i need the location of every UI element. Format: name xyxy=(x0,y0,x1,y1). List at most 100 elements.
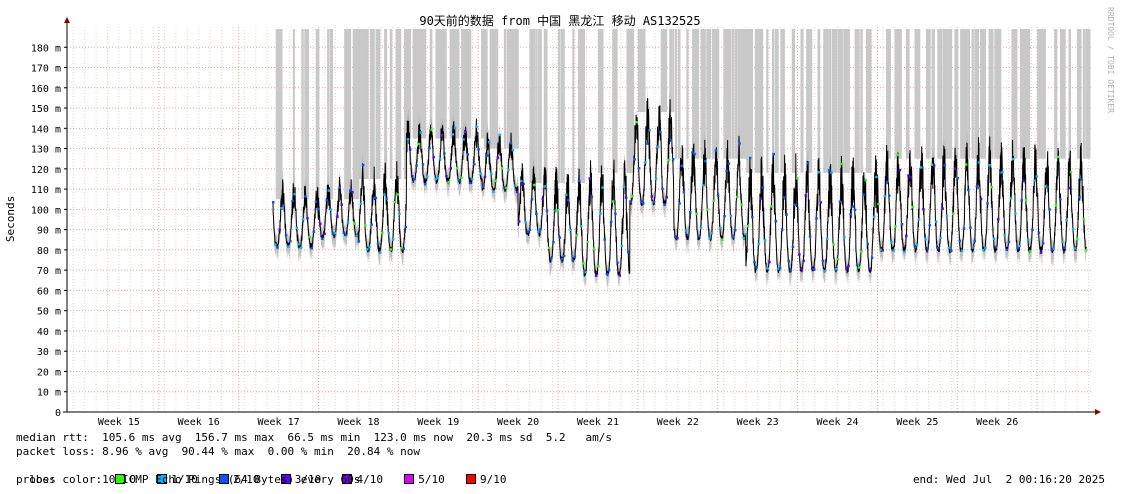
loss-marker xyxy=(738,142,741,145)
loss-marker xyxy=(325,198,328,202)
loss-marker xyxy=(535,212,538,215)
loss-marker xyxy=(751,215,754,219)
loss-color-item: 5/10 xyxy=(391,473,445,486)
loss-band xyxy=(905,29,910,159)
loss-band xyxy=(714,29,720,159)
loss-band xyxy=(463,29,469,139)
loss-marker xyxy=(994,245,998,249)
loss-band xyxy=(1054,29,1058,159)
loss-color-swatch xyxy=(115,474,126,484)
loss-marker xyxy=(1009,197,1013,200)
loss-marker xyxy=(857,266,861,269)
loss-band xyxy=(412,29,417,139)
loss-marker xyxy=(605,272,609,276)
loss-marker xyxy=(768,260,771,264)
loss-marker xyxy=(759,197,763,200)
loss-marker xyxy=(402,247,405,250)
loss-marker xyxy=(721,238,724,241)
loss-marker xyxy=(1067,186,1071,190)
loss-marker xyxy=(319,222,322,225)
loss-marker xyxy=(763,239,767,242)
loss-band xyxy=(384,29,388,179)
loss-marker xyxy=(860,250,863,253)
loss-band xyxy=(626,29,631,173)
loss-marker xyxy=(597,265,600,268)
loss-marker xyxy=(569,228,572,232)
loss-band xyxy=(712,29,716,159)
loss-marker xyxy=(776,267,780,271)
loss-marker xyxy=(650,195,654,198)
loss-marker xyxy=(731,235,735,239)
loss-color-label: 1/10 xyxy=(171,473,198,486)
loss-band xyxy=(637,29,642,113)
loss-marker xyxy=(832,243,835,246)
loss-band xyxy=(831,29,836,173)
loss-marker xyxy=(466,153,470,156)
loss-marker xyxy=(778,267,782,270)
loss-marker xyxy=(652,201,656,204)
loss-marker xyxy=(894,225,897,228)
loss-marker xyxy=(676,237,679,240)
loss-marker xyxy=(541,197,544,201)
loss-marker xyxy=(1050,248,1053,252)
loss-marker xyxy=(1084,249,1088,252)
loss-marker xyxy=(1026,238,1030,242)
loss-marker xyxy=(321,237,324,241)
loss-band xyxy=(743,29,748,159)
loss-marker xyxy=(614,212,617,216)
loss-band xyxy=(415,29,420,139)
loss-marker xyxy=(344,233,348,237)
loss-marker xyxy=(524,221,527,224)
loss-marker xyxy=(419,131,423,134)
loss-band xyxy=(452,29,458,139)
loss-marker xyxy=(271,200,275,204)
loss-band xyxy=(361,29,366,179)
y-tick-label: 150 m xyxy=(31,104,61,115)
loss-marker xyxy=(990,185,994,189)
loss-band xyxy=(629,29,635,173)
loss-marker xyxy=(742,236,746,240)
loss-marker xyxy=(323,232,326,236)
loss-band xyxy=(817,29,821,173)
loss-marker xyxy=(973,239,976,243)
loss-marker xyxy=(864,178,867,182)
loss-marker xyxy=(378,251,382,254)
loss-marker xyxy=(868,267,872,271)
loss-marker xyxy=(588,177,592,180)
loss-marker xyxy=(477,148,480,151)
loss-marker xyxy=(849,213,852,216)
loss-marker xyxy=(766,267,769,270)
loss-band xyxy=(672,29,675,113)
loss-band xyxy=(301,29,304,200)
loss-band xyxy=(888,29,891,159)
loss-band xyxy=(917,29,921,159)
loss-marker xyxy=(500,166,504,170)
loss-band xyxy=(481,29,486,139)
loss-marker xyxy=(691,151,694,154)
loss-marker xyxy=(900,222,904,226)
loss-band xyxy=(369,29,373,179)
loss-marker xyxy=(723,215,726,218)
loss-marker xyxy=(947,246,951,250)
loss-marker xyxy=(295,226,299,230)
loss-marker xyxy=(830,171,833,174)
loss-marker xyxy=(862,193,865,196)
loss-band xyxy=(278,29,283,200)
loss-band xyxy=(660,29,665,113)
loss-marker xyxy=(308,235,311,239)
loss-band xyxy=(375,29,379,179)
loss-marker xyxy=(601,186,604,189)
loss-marker xyxy=(1063,246,1066,249)
loss-band xyxy=(774,29,779,173)
loss-marker xyxy=(406,137,410,141)
loss-marker xyxy=(845,267,848,270)
loss-marker xyxy=(291,199,294,203)
loss-band xyxy=(828,29,832,173)
loss-marker xyxy=(866,242,870,246)
loss-marker xyxy=(532,183,536,187)
loss-marker xyxy=(517,220,521,223)
rrdtool-watermark: RRDTOOL / TOBI OETIKER xyxy=(1106,7,1115,113)
loss-color-markers xyxy=(271,120,1088,277)
loss-marker xyxy=(922,207,925,211)
